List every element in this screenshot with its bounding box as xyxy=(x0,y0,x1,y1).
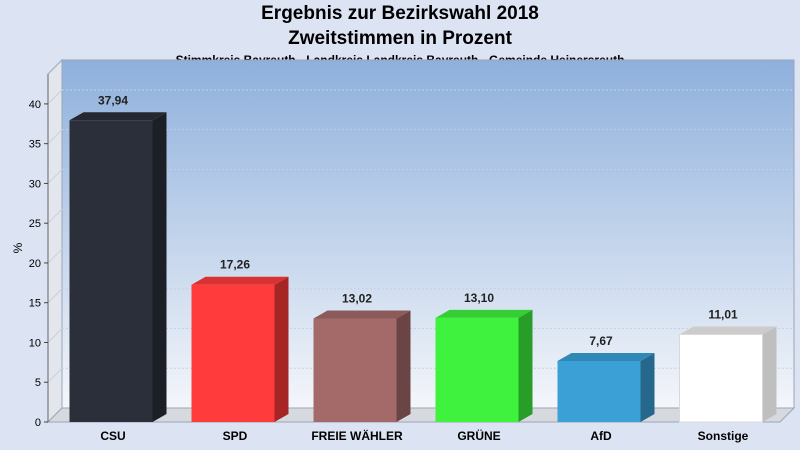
x-tick-label: GRÜNE xyxy=(457,428,500,443)
y-tick-label: 15 xyxy=(29,298,41,310)
gridline-side xyxy=(47,248,63,264)
data-label: 37,94 xyxy=(98,93,128,107)
x-tick-label: CSU xyxy=(100,429,125,443)
bar-side xyxy=(152,112,167,422)
y-tick-label: 0 xyxy=(35,417,41,429)
chart-subtitle: Zweitstimmen in Prozent xyxy=(288,28,512,49)
gridline-side xyxy=(47,208,63,224)
bar-top xyxy=(435,309,533,318)
bar-sonstige xyxy=(679,326,777,423)
gridline-side xyxy=(47,169,63,184)
bar-spd xyxy=(191,276,289,422)
bar-top xyxy=(679,326,777,335)
y-tick-label: 10 xyxy=(29,337,41,349)
y-tick-label: 30 xyxy=(29,178,41,190)
bar xyxy=(679,333,763,423)
data-label: 17,26 xyxy=(220,258,250,272)
data-label: 13,02 xyxy=(342,291,372,305)
bar xyxy=(435,317,519,422)
y-tick-label: 40 xyxy=(29,99,41,111)
bar-freie-wähler xyxy=(313,310,411,422)
x-tick-label: SPD xyxy=(223,429,248,443)
plot-side-wall xyxy=(47,58,63,424)
gridline-side xyxy=(47,367,63,383)
bar xyxy=(313,318,397,422)
gridline-side xyxy=(47,328,63,343)
y-axis-label: % xyxy=(11,242,25,253)
bar xyxy=(557,361,641,422)
bar-side xyxy=(274,276,289,422)
bar xyxy=(191,284,275,422)
y-tick-label: 25 xyxy=(29,218,41,230)
y-tick-label: 20 xyxy=(29,258,41,270)
chart-title: Ergebnis zur Bezirkswahl 2018 xyxy=(261,3,539,24)
data-label: 7,67 xyxy=(589,334,613,348)
bar-side xyxy=(640,353,655,422)
data-label: 13,10 xyxy=(464,291,494,305)
gridline-side xyxy=(47,89,63,105)
gridline-side xyxy=(47,288,63,304)
y-tick-label: 5 xyxy=(35,377,41,389)
bar-grüne xyxy=(435,309,533,422)
bar xyxy=(69,120,153,422)
data-label: 11,01 xyxy=(708,307,738,321)
y-tick-label: 35 xyxy=(29,139,41,151)
x-tick-label: Sonstige xyxy=(698,429,749,443)
bar-top xyxy=(557,353,655,362)
x-tick-label: AfD xyxy=(590,429,612,443)
bar-top xyxy=(69,112,167,121)
bar-side xyxy=(762,326,777,422)
x-tick-label: FREIE WÄHLER xyxy=(311,428,403,443)
bar-top xyxy=(313,310,411,319)
bar-afd xyxy=(557,353,655,422)
bar-side xyxy=(396,310,411,422)
bar-csu xyxy=(69,112,167,422)
bar-side xyxy=(518,309,533,422)
bar-top xyxy=(191,276,289,285)
gridline-side xyxy=(47,129,63,145)
